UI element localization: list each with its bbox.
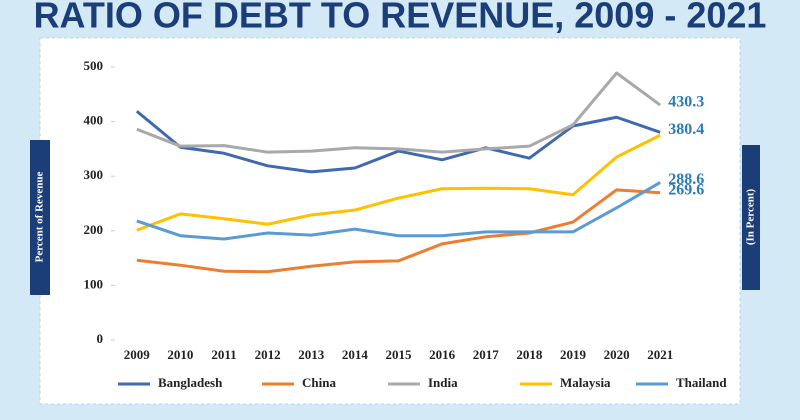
- x-tick-label: 2010: [167, 347, 193, 362]
- y-tick-label: 500: [84, 58, 104, 73]
- x-tick-label: 2015: [386, 347, 413, 362]
- chart-title: RATIO OF DEBT TO REVENUE, 2009 - 2021: [34, 0, 767, 36]
- legend-label: Malaysia: [560, 375, 611, 390]
- legend-label: China: [302, 375, 336, 390]
- legend-label: Bangladesh: [158, 375, 223, 390]
- x-tick-label: 2013: [298, 347, 325, 362]
- y-tick-label: 0: [97, 331, 104, 346]
- x-tick-label: 2012: [255, 347, 281, 362]
- y-label-tab: [30, 140, 50, 295]
- y-tick-label: 200: [84, 222, 104, 237]
- y2-axis-label: (In Percent): [745, 189, 757, 246]
- x-tick-label: 2017: [473, 347, 500, 362]
- x-tick-label: 2011: [211, 347, 236, 362]
- data-label: 430.3: [668, 94, 704, 111]
- y2-label-tab: [742, 145, 760, 290]
- data-label: 288.6: [668, 171, 704, 188]
- data-label: 380.4: [668, 121, 704, 138]
- y-tick-label: 300: [84, 167, 104, 182]
- legend-label: India: [428, 375, 458, 390]
- series-line: [136, 188, 661, 274]
- x-tick-label: 2018: [516, 347, 543, 362]
- series-line: [136, 71, 662, 154]
- x-tick-label: 2021: [647, 347, 673, 362]
- series-line: [136, 133, 661, 232]
- plot-panel: [39, 37, 741, 405]
- y-tick-label: 400: [84, 113, 104, 128]
- x-tick-label: 2019: [560, 347, 587, 362]
- series-line: [136, 181, 661, 241]
- y-axis-label: Percent of Revenue: [34, 171, 46, 262]
- data-label: 269.6: [668, 181, 704, 198]
- legend-label: Thailand: [676, 375, 727, 390]
- y-tick-label: 100: [84, 276, 104, 291]
- x-tick-label: 2009: [124, 347, 151, 362]
- x-tick-label: 2016: [429, 347, 456, 362]
- x-tick-label: 2014: [342, 347, 369, 362]
- x-tick-label: 2020: [604, 347, 630, 362]
